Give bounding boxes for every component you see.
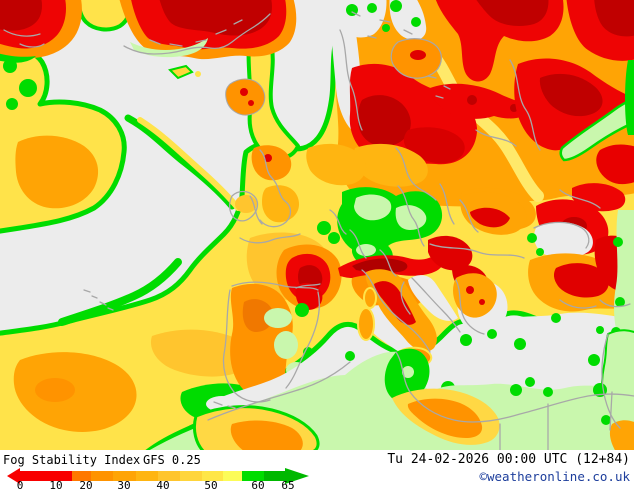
legend-tick-label: 60 xyxy=(251,479,264,490)
anatolia xyxy=(528,235,634,312)
legend-segment xyxy=(158,471,180,481)
atlantic-orange-cores xyxy=(3,59,254,432)
legend-segment xyxy=(264,471,285,481)
legend-segment xyxy=(242,471,264,481)
legend-segment xyxy=(72,471,91,481)
color-scale-legend: 0 10 20 30 40 50 60 65 xyxy=(7,468,309,490)
legend-tick-label: 20 xyxy=(79,479,92,490)
legend-arrow-left xyxy=(7,468,20,484)
russia-yellow-band xyxy=(424,46,544,202)
footer: Fog Stability Index GFS 0.25 Tu 24-02-20… xyxy=(0,450,634,490)
legend-tick-label: 0 xyxy=(17,479,24,490)
product-title: Fog Stability Index xyxy=(3,453,141,467)
legend-tick-label: 40 xyxy=(156,479,169,490)
legend-arrow-right xyxy=(285,468,309,484)
legend-segment xyxy=(180,471,202,481)
legend-tick-label: 65 xyxy=(281,479,294,490)
legend-segment xyxy=(223,471,242,481)
map-canvas xyxy=(0,0,634,450)
valid-time-label: Tu 24-02-2026 00:00 UTC (12+84) xyxy=(387,452,630,467)
copyright-label: ©weatheronline.co.uk xyxy=(479,469,630,484)
legend-segment xyxy=(136,471,158,481)
africa-coast-fog xyxy=(192,348,634,450)
legend-tick-label: 50 xyxy=(204,479,217,490)
model-label: GFS 0.25 xyxy=(143,453,201,467)
italy-greece xyxy=(357,269,497,368)
atlantic-green-filaments xyxy=(58,114,241,326)
black-sea xyxy=(534,222,593,259)
red-fog-free-zones xyxy=(0,0,634,255)
weather-map xyxy=(0,0,634,450)
legend-segment xyxy=(91,471,113,481)
legend-segment xyxy=(113,471,136,481)
legend-tick-label: 10 xyxy=(49,479,62,490)
legend-segment xyxy=(202,471,223,481)
faroe-islands xyxy=(168,64,201,80)
legend-tick-label: 30 xyxy=(117,479,130,490)
legend-segment xyxy=(20,471,72,481)
uk-ireland xyxy=(235,145,300,223)
coastlines-borders xyxy=(3,11,634,450)
